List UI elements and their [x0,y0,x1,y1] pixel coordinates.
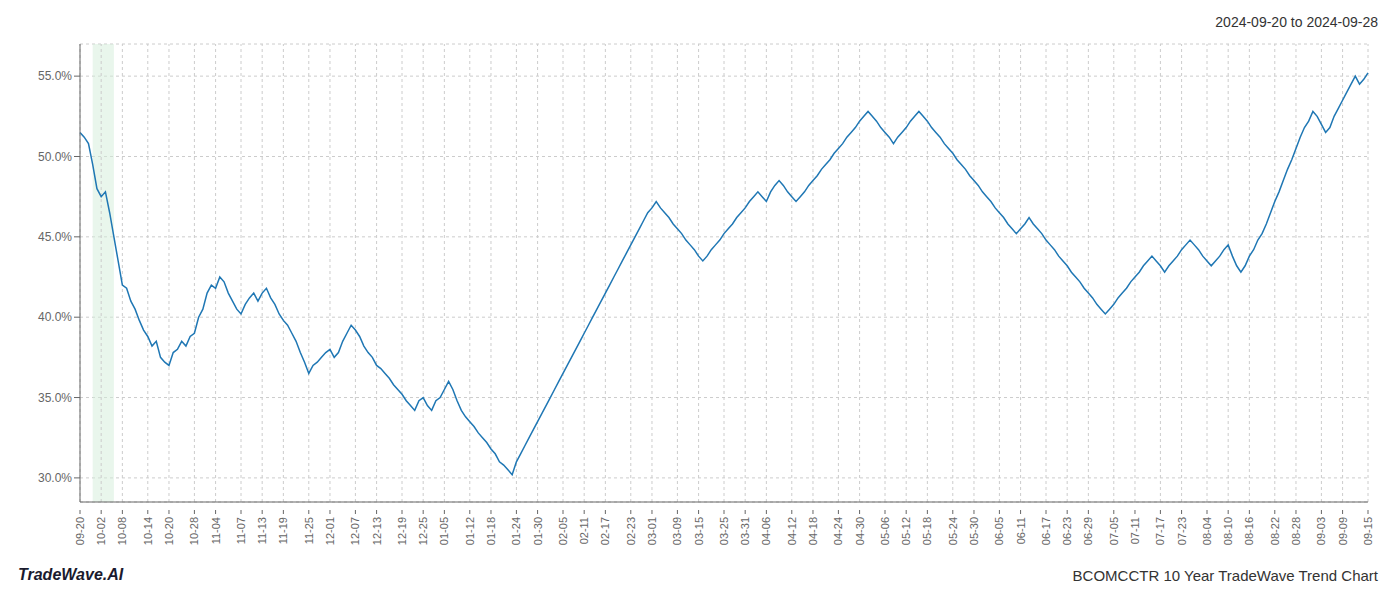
svg-text:11-04: 11-04 [210,517,222,544]
svg-text:12-19: 12-19 [396,517,408,545]
svg-text:12-13: 12-13 [371,517,383,545]
svg-text:05-24: 05-24 [947,517,959,545]
svg-text:06-05: 06-05 [993,517,1005,545]
svg-text:10-20: 10-20 [163,517,175,545]
svg-text:50.0%: 50.0% [38,150,72,164]
svg-text:11-19: 11-19 [277,517,289,544]
svg-text:55.0%: 55.0% [38,69,72,83]
svg-text:04-12: 04-12 [786,517,798,545]
svg-text:06-23: 06-23 [1061,517,1073,545]
html-text:BCOMCCTR 10 Year TradeWave Tre: BCOMCCTR 10 Year TradeWave Trend Chart [1072,567,1378,584]
svg-text:09-09: 09-09 [1337,517,1349,545]
svg-text:09-20: 09-20 [74,517,86,545]
svg-text:11-25: 11-25 [303,517,315,544]
svg-text:05-30: 05-30 [968,517,980,545]
svg-text:02-05: 02-05 [557,517,569,545]
svg-text:09-03: 09-03 [1315,517,1327,545]
svg-text:08-28: 08-28 [1290,517,1302,545]
svg-text:03-25: 03-25 [718,517,730,545]
svg-text:12-01: 12-01 [324,517,336,545]
html-text:TradeWave.AI: TradeWave.AI [18,566,124,583]
svg-text:10-14: 10-14 [142,517,154,545]
svg-text:06-17: 06-17 [1040,517,1052,545]
svg-text:45.0%: 45.0% [38,230,72,244]
svg-text:03-31: 03-31 [739,517,751,545]
svg-text:04-06: 04-06 [760,517,772,545]
svg-text:02-17: 02-17 [599,517,611,545]
svg-text:08-16: 08-16 [1243,517,1255,545]
svg-text:06-29: 06-29 [1082,517,1094,545]
svg-text:08-04: 08-04 [1201,517,1213,545]
svg-text:35.0%: 35.0% [38,391,72,405]
svg-text:05-18: 05-18 [921,517,933,545]
svg-text:11-07: 11-07 [235,517,247,544]
svg-text:07-17: 07-17 [1154,517,1166,545]
svg-text:04-24: 04-24 [832,517,844,545]
svg-text:06-11: 06-11 [1015,517,1027,544]
svg-text:08-10: 08-10 [1222,517,1234,545]
svg-text:11-13: 11-13 [256,517,268,544]
svg-text:07-05: 07-05 [1108,517,1120,545]
svg-text:03-01: 03-01 [646,517,658,545]
svg-text:03-09: 03-09 [671,517,683,545]
svg-text:01-18: 01-18 [485,517,497,545]
svg-text:05-06: 05-06 [879,517,891,545]
svg-text:12-07: 12-07 [349,517,361,545]
svg-text:02-23: 02-23 [625,517,637,545]
svg-text:05-12: 05-12 [900,517,912,545]
svg-text:08-22: 08-22 [1269,517,1281,545]
svg-text:07-23: 07-23 [1176,517,1188,545]
svg-text:10-02: 10-02 [95,517,107,545]
svg-text:40.0%: 40.0% [38,310,72,324]
svg-text:03-15: 03-15 [693,517,705,545]
html-text:2024-09-20 to 2024-09-28: 2024-09-20 to 2024-09-28 [1215,14,1378,30]
svg-text:10-08: 10-08 [116,517,128,545]
svg-text:12-25: 12-25 [417,517,429,545]
svg-text:09-15: 09-15 [1362,517,1374,545]
svg-text:10-28: 10-28 [188,517,200,545]
svg-text:07-11: 07-11 [1129,517,1141,544]
svg-text:04-18: 04-18 [807,517,819,545]
svg-text:01-24: 01-24 [510,517,522,545]
svg-text:01-12: 01-12 [464,517,476,545]
svg-text:01-30: 01-30 [532,517,544,545]
svg-text:04-30: 04-30 [854,517,866,545]
svg-text:01-05: 01-05 [438,517,450,545]
svg-text:02-11: 02-11 [578,517,590,544]
svg-text:30.0%: 30.0% [38,471,72,485]
